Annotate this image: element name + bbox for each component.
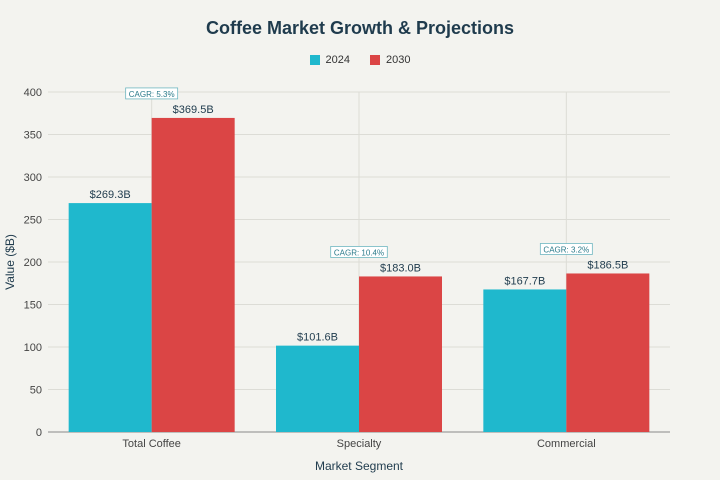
data-label: $101.6B (297, 332, 338, 344)
y-tick-label: 400 (24, 87, 42, 99)
bar-2030 (151, 117, 235, 433)
data-label: $369.5B (173, 104, 214, 116)
bar-2030 (359, 276, 442, 432)
x-tick-label: Specialty (337, 438, 382, 450)
bar-2024 (276, 345, 359, 432)
legend-item-2024[interactable]: 2024 (309, 54, 350, 66)
legend: 2024 2030 (0, 54, 720, 66)
chart-title: Coffee Market Growth & Projections (205, 18, 515, 38)
y-tick-label: 150 (24, 300, 42, 312)
x-tick-label: Total Coffee (122, 438, 181, 450)
legend-label-2024: 2024 (325, 54, 350, 66)
legend-item-2030[interactable]: 2030 (370, 54, 410, 66)
cagr-annotation: CAGR: 3.2% (543, 245, 589, 254)
data-label: $167.7B (504, 275, 545, 287)
cagr-box (330, 246, 388, 258)
x-tick-label: Commercial (537, 438, 596, 450)
bar-2024 (68, 203, 152, 432)
bar-2024 (483, 289, 567, 432)
cagr-box (539, 243, 593, 255)
data-label: $183.0B (380, 262, 421, 274)
y-tick-label: 0 (36, 427, 42, 439)
data-label: $269.3B (90, 189, 131, 201)
y-tick-label: 200 (24, 257, 42, 269)
y-tick-label: 300 (24, 172, 42, 184)
legend-label-2030: 2030 (386, 54, 411, 66)
data-label: $186.5B (587, 259, 628, 271)
y-tick-label: 100 (24, 342, 42, 354)
x-axis-title: Market Segment (315, 459, 404, 473)
legend-swatch-2030 (370, 55, 380, 65)
cagr-annotation: CAGR: 10.4% (334, 248, 384, 257)
cagr-box (125, 87, 179, 100)
y-tick-label: 50 (30, 385, 42, 397)
y-tick-label: 350 (24, 130, 42, 142)
bar-2030 (566, 273, 650, 432)
legend-swatch-2024 (309, 55, 320, 65)
y-tick-label: 250 (24, 215, 42, 227)
y-axis-title: Value ($B) (3, 234, 17, 290)
cagr-annotation: CAGR: 5.3% (129, 90, 175, 99)
